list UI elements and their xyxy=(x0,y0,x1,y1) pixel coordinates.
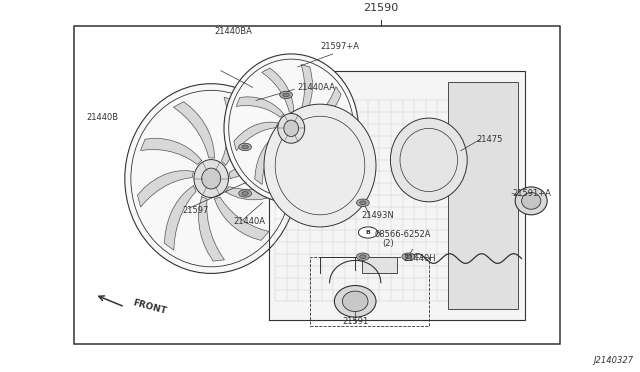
Text: 21590: 21590 xyxy=(363,3,399,13)
Polygon shape xyxy=(214,197,269,240)
Polygon shape xyxy=(141,138,202,164)
Polygon shape xyxy=(294,143,336,177)
Text: 21440H: 21440H xyxy=(403,254,436,263)
Text: 21591: 21591 xyxy=(342,317,369,326)
Circle shape xyxy=(242,145,248,149)
Ellipse shape xyxy=(335,286,376,317)
Ellipse shape xyxy=(522,193,541,209)
Bar xyxy=(362,257,397,273)
Circle shape xyxy=(239,143,252,151)
Polygon shape xyxy=(255,134,280,185)
Circle shape xyxy=(280,91,292,99)
Circle shape xyxy=(402,253,415,260)
Text: 21475: 21475 xyxy=(477,135,503,144)
Polygon shape xyxy=(221,97,239,165)
Ellipse shape xyxy=(202,168,221,189)
Text: 21597: 21597 xyxy=(182,206,209,215)
Bar xyxy=(448,82,518,309)
Ellipse shape xyxy=(125,84,298,273)
Ellipse shape xyxy=(515,187,547,215)
Circle shape xyxy=(358,227,378,238)
Polygon shape xyxy=(164,186,196,250)
Polygon shape xyxy=(234,122,277,151)
Text: 08566-6252A: 08566-6252A xyxy=(374,230,431,239)
Text: (2): (2) xyxy=(383,239,394,248)
Text: FRONT: FRONT xyxy=(131,298,167,316)
Polygon shape xyxy=(138,171,193,207)
Ellipse shape xyxy=(342,291,368,312)
Text: 21440B: 21440B xyxy=(86,113,118,122)
Polygon shape xyxy=(305,87,341,128)
Polygon shape xyxy=(173,102,214,158)
Ellipse shape xyxy=(390,118,467,202)
Text: 21440AA: 21440AA xyxy=(298,83,335,92)
Ellipse shape xyxy=(194,160,228,198)
Circle shape xyxy=(360,201,366,205)
Circle shape xyxy=(356,199,369,206)
Circle shape xyxy=(239,190,252,197)
Ellipse shape xyxy=(264,104,376,227)
Polygon shape xyxy=(300,65,312,118)
Circle shape xyxy=(356,253,369,260)
Polygon shape xyxy=(269,71,525,320)
Bar xyxy=(74,26,560,344)
Circle shape xyxy=(405,255,412,259)
Polygon shape xyxy=(236,97,284,117)
Ellipse shape xyxy=(224,54,358,203)
Circle shape xyxy=(242,192,248,195)
Circle shape xyxy=(283,93,289,97)
Polygon shape xyxy=(303,128,349,145)
Text: 21440BA: 21440BA xyxy=(214,27,252,36)
Text: 21493N: 21493N xyxy=(362,211,394,220)
Polygon shape xyxy=(282,142,301,193)
Polygon shape xyxy=(229,125,275,179)
Text: 21440A: 21440A xyxy=(234,217,266,226)
Text: 21591+A: 21591+A xyxy=(512,189,551,198)
Polygon shape xyxy=(262,68,294,112)
Ellipse shape xyxy=(284,120,299,137)
Circle shape xyxy=(360,255,366,259)
Text: 21597+A: 21597+A xyxy=(320,42,359,51)
Bar xyxy=(310,257,429,326)
Text: J2140327: J2140327 xyxy=(593,356,634,365)
Ellipse shape xyxy=(278,113,305,143)
Text: B: B xyxy=(365,230,371,235)
Polygon shape xyxy=(198,197,225,261)
Polygon shape xyxy=(226,179,286,200)
